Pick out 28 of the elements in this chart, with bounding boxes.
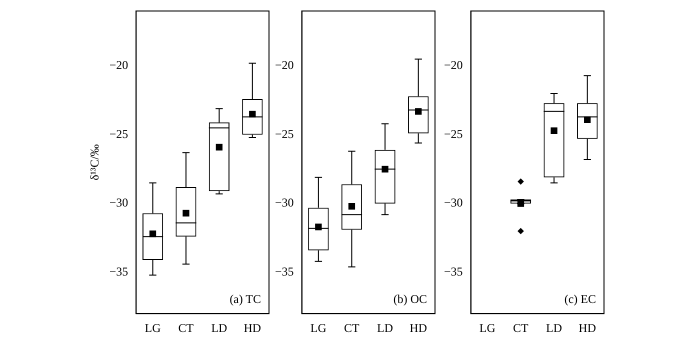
x-tick-label: HD	[410, 320, 428, 335]
x-tick-label: LG	[310, 320, 327, 335]
x-tick-label: CT	[344, 320, 360, 335]
y-tick-label: −30	[444, 196, 463, 210]
x-tick-label: CT	[513, 320, 530, 335]
y-axis-title: δ¹³C/‰	[87, 144, 102, 180]
y-tick-label: −35	[274, 264, 294, 278]
y-tick-label: −20	[109, 58, 128, 72]
annotation: (a) TC	[230, 292, 261, 306]
x-tick-label: HD	[244, 320, 262, 335]
x-tick-label: LD	[546, 320, 562, 335]
y-tick-label: −30	[109, 196, 128, 210]
x-tick-label: LG	[479, 320, 496, 335]
y-tick-label: −25	[444, 126, 463, 141]
x-tick-label: CT	[178, 320, 194, 335]
x-tick-label: LD	[211, 320, 228, 335]
x-tick-label: LG	[144, 320, 162, 335]
y-tick-label: −25	[274, 126, 294, 141]
annotation: (b) OC	[393, 292, 427, 306]
annotation: (c) EC	[564, 292, 596, 306]
y-tick-label: −20	[444, 58, 463, 72]
y-tick-label: −30	[274, 196, 294, 210]
x-tick-label: HD	[578, 320, 596, 335]
x-tick-label: LD	[377, 320, 394, 335]
y-tick-label: −25	[109, 126, 128, 141]
y-tick-label: −35	[444, 264, 463, 278]
y-tick-label: −35	[109, 264, 128, 278]
y-tick-label: −20	[274, 58, 294, 72]
